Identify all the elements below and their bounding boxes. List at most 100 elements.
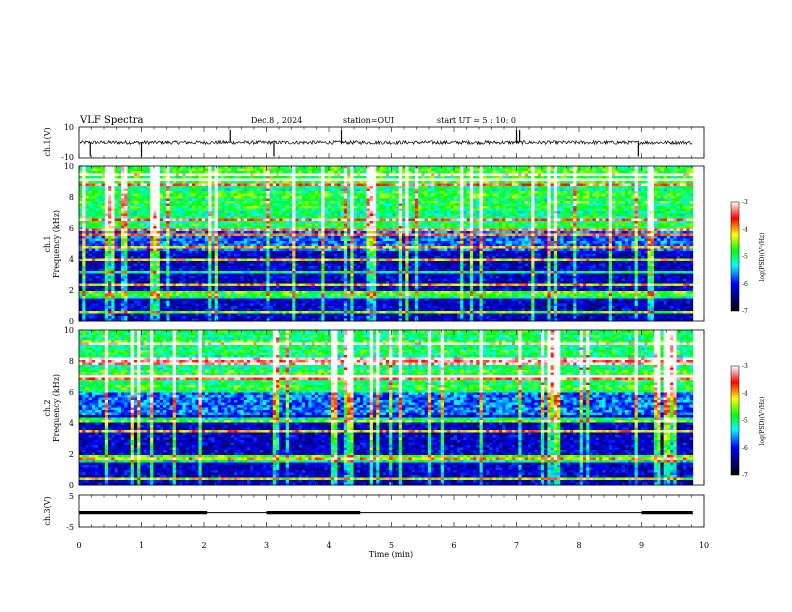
spectrogram-cell [557, 176, 561, 179]
spectrogram-cell [664, 174, 668, 177]
spectrogram-cell [163, 176, 167, 179]
spectrogram-cell [279, 174, 283, 177]
spectrogram-cell [567, 179, 571, 182]
spectrogram-cell [670, 176, 674, 179]
spectrogram-cell [169, 179, 173, 182]
spectrogram-cell [137, 181, 141, 184]
spectrogram-cell [683, 169, 687, 172]
spectrogram-cell [334, 176, 338, 179]
spectrogram-cell [134, 179, 138, 182]
spectrogram-cell [405, 171, 409, 174]
spectrogram-cell [463, 179, 467, 182]
spectrogram-cell [486, 169, 490, 172]
spectrogram-cell [189, 184, 193, 187]
spectrogram-cell [221, 169, 225, 172]
spectrogram-cell [573, 179, 577, 182]
spectrogram-cell [111, 166, 115, 169]
spectrogram-cell [418, 176, 422, 179]
spectrogram-cell [357, 174, 361, 177]
spectrogram-cell [660, 174, 664, 177]
spectrogram-cell [315, 169, 319, 172]
spectrogram-cell [127, 176, 131, 179]
spectrogram-cell [95, 181, 99, 184]
spectrogram-cell [463, 169, 467, 172]
spectrogram-cell [447, 181, 451, 184]
spectrogram-cell [105, 174, 109, 177]
spectrogram-cell [660, 171, 664, 174]
spectrogram-cell [137, 176, 141, 179]
spectrogram-cell [379, 179, 383, 182]
spectrogram-cell [276, 181, 280, 184]
spectrogram-cell [166, 181, 170, 184]
spectrogram-cell [628, 176, 632, 179]
spectrogram-cell [528, 181, 532, 184]
spectrogram-cell [157, 169, 161, 172]
spectrogram-cell [182, 176, 186, 179]
spectrogram-cell [602, 179, 606, 182]
spectrogram-cell [425, 181, 429, 184]
spectrogram-cell [163, 174, 167, 177]
spectrogram-cell [208, 166, 212, 169]
spectrogram-cell [160, 174, 164, 177]
spectrogram-cell [444, 181, 448, 184]
spectrogram-cell [179, 174, 183, 177]
spectrogram-cell [450, 166, 454, 169]
spectrogram-cell [357, 179, 361, 182]
spectrogram-cell [412, 166, 416, 169]
spectrogram-cell [447, 176, 451, 179]
spectrogram-cell [509, 179, 513, 182]
spectrogram-cell [489, 169, 493, 172]
spectrogram-cell [344, 166, 348, 169]
spectrogram-cell [111, 184, 115, 187]
spectrogram-cell [586, 169, 590, 172]
spectrogram-cell [144, 166, 148, 169]
spectrogram-cell [144, 174, 148, 177]
spectrogram-cell [657, 171, 661, 174]
spectrogram-cell [224, 174, 228, 177]
spectrogram-cell [576, 169, 580, 172]
spectrogram-cell [657, 174, 661, 177]
spectrogram-cell [366, 169, 370, 172]
spectrogram-cell [690, 181, 694, 184]
spectrogram-cell [538, 176, 542, 179]
spectrogram-cell [499, 171, 503, 174]
spectrogram-cell [127, 171, 131, 174]
spectrogram-cell [635, 169, 639, 172]
spectrogram-cell [415, 181, 419, 184]
spectrogram-cell [667, 174, 671, 177]
spectrogram-cell [673, 179, 677, 182]
spectrogram-cell [450, 181, 454, 184]
spectrogram-cell [392, 174, 396, 177]
spectrogram-cell [460, 181, 464, 184]
spectrogram-cell [618, 174, 622, 177]
spectrogram-cell [292, 174, 296, 177]
spectrogram-cell [295, 166, 299, 169]
spectrogram-cell [124, 166, 128, 169]
spectrogram-cell [408, 169, 412, 172]
spectrogram-cell [518, 171, 522, 174]
spectrogram-cell [153, 179, 157, 182]
spectrogram-cell [680, 176, 684, 179]
spectrogram-cell [350, 174, 354, 177]
spectrogram-cell [231, 171, 235, 174]
spectrogram-cell [347, 181, 351, 184]
spectrogram-cell [628, 166, 632, 169]
spectrogram-cell [199, 169, 203, 172]
spectrogram-cell [331, 174, 335, 177]
spectrogram-cell [218, 179, 222, 182]
spectrogram-cell [489, 166, 493, 169]
spectrogram-cell [192, 166, 196, 169]
spectrogram-cell [396, 174, 400, 177]
spectrogram-cell [434, 174, 438, 177]
spectrogram-cell [308, 174, 312, 177]
spectrogram-cell [263, 179, 267, 182]
spectrogram-cell [241, 174, 245, 177]
spectrogram-cell [644, 171, 648, 174]
spectrogram-cell [247, 174, 251, 177]
spectrogram-cell [560, 169, 564, 172]
spectrogram-cell [169, 176, 173, 179]
spectrogram-cell [312, 171, 316, 174]
spectrogram-cell [295, 181, 299, 184]
spectrogram-cell [538, 166, 542, 169]
